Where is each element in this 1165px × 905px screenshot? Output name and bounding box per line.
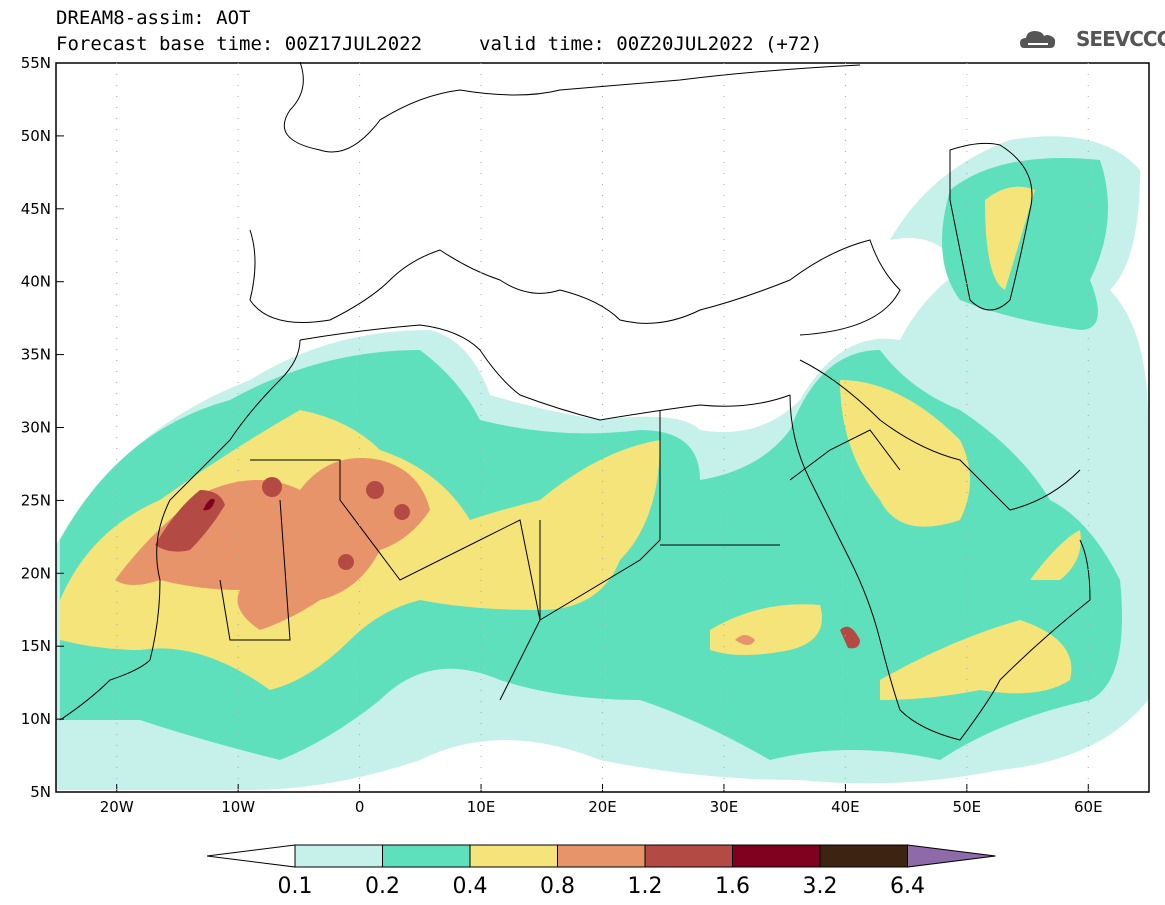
aot-spot [262, 477, 282, 497]
lon-label: 10W [221, 798, 255, 816]
lon-label: 0 [355, 798, 365, 816]
colorbar-segment [819, 844, 908, 868]
longitude-labels: 20W 10W 0 10E 20E 30E 40E 50E 60E [100, 63, 1103, 816]
lon-label: 60E [1074, 798, 1103, 816]
lon-label: 10E [467, 798, 496, 816]
aot-band-2-eritrea [840, 626, 860, 649]
colorbar-label: 0.4 [453, 874, 488, 899]
coastlines [59, 61, 1091, 741]
aot-band-1-sudan [735, 635, 755, 645]
aot-spot [394, 504, 410, 520]
lat-label: 50N [21, 127, 51, 145]
lat-label: 40N [21, 273, 51, 291]
colorbar-label: 0.1 [278, 874, 313, 899]
lat-label: 20N [21, 564, 51, 582]
lat-label: 5N [30, 783, 51, 801]
colorbar-segment [557, 844, 646, 868]
colorbar-label: 6.4 [890, 874, 925, 899]
colorbar-segment [732, 844, 821, 868]
colorbar-segment [644, 844, 733, 868]
lat-label: 45N [21, 200, 51, 218]
aot-band-high-sudan [710, 604, 822, 655]
aot-band-high-oman [1030, 530, 1081, 580]
colorbar-label: 0.8 [540, 874, 575, 899]
aot-spot [366, 481, 384, 499]
aot-spot [338, 554, 354, 570]
aot-band-high-yemen [880, 620, 1072, 700]
lon-label: 50E [953, 798, 982, 816]
colorbar-segment [294, 844, 383, 868]
lat-label: 30N [21, 419, 51, 437]
lon-label: 20W [100, 798, 134, 816]
colorbar-label: 1.6 [715, 874, 750, 899]
colorbar-max-arrow [907, 844, 996, 868]
title-line-1: DREAM8-assim: AOT [56, 7, 251, 29]
logo-text: SEEVCCC [1076, 27, 1165, 51]
aot-band-high-caspian [985, 186, 1035, 290]
title-valid-time: valid time: 00Z20JUL2022 (+72) [479, 33, 823, 55]
colorbar-segment [469, 844, 558, 868]
lat-label: 15N [21, 637, 51, 655]
colorbar-label: 1.2 [628, 874, 663, 899]
lon-label: 30E [710, 798, 739, 816]
aot-field [56, 136, 1148, 790]
latitude-labels: 55N 50N 45N 40N 35N 30N 25N 20N 15N 10N 5N [21, 54, 64, 801]
lat-label: 35N [21, 346, 51, 364]
aot-band-3 [203, 498, 215, 511]
colorbar: 0.1 0.2 0.4 0.8 1.2 1.6 3.2 6.4 [206, 844, 996, 899]
colorbar-label: 0.2 [365, 874, 400, 899]
title-base-time: Forecast base time: 00Z17JUL2022 [56, 33, 423, 55]
cloud-icon [1020, 31, 1056, 48]
aot-band-mid-caspian [942, 158, 1108, 330]
lon-label: 40E [831, 798, 860, 816]
colorbar-min-arrow [206, 844, 296, 868]
lat-label: 25N [21, 491, 51, 509]
lat-label: 10N [21, 710, 51, 728]
colorbar-segment [382, 844, 471, 868]
aot-band-high-east [840, 380, 970, 527]
lat-label: 55N [21, 54, 51, 72]
lon-label: 20E [588, 798, 617, 816]
colorbar-label: 3.2 [803, 874, 838, 899]
